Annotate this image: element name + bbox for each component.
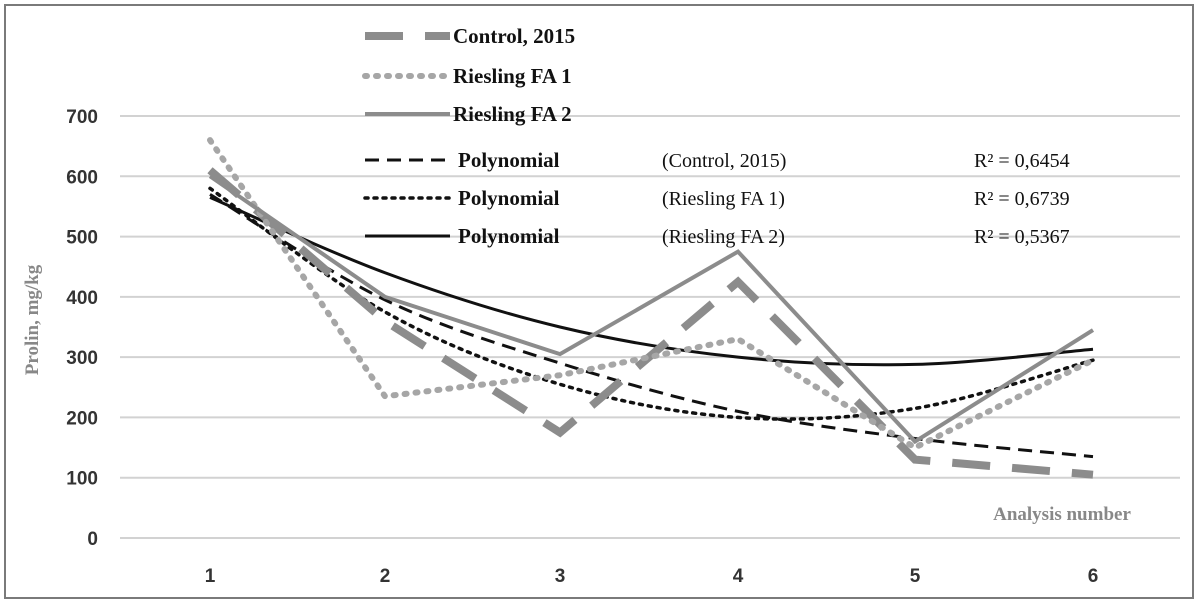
y-tick-label: 300	[66, 348, 98, 369]
legend-label: Polynomial	[458, 148, 560, 172]
r-squared-label: R² = 0,5367	[974, 226, 1070, 248]
trendline-layer	[208, 186, 1095, 459]
legend-label: Riesling FA 1	[453, 64, 572, 88]
y-tick-label: 200	[66, 408, 98, 429]
legend-series-ref: (Control, 2015)	[662, 150, 786, 172]
legend-series-ref: (Riesling FA 1)	[662, 188, 785, 210]
y-tick-label: 600	[66, 167, 98, 188]
x-tick-label: 4	[733, 566, 744, 587]
x-axis-title: Analysis number	[993, 504, 1131, 525]
grid-lines	[120, 115, 1180, 539]
chart-frame	[4, 4, 1194, 599]
r-squared-label: R² = 0,6454	[974, 150, 1070, 172]
y-tick-label: 700	[66, 107, 98, 128]
legend: Control, 2015 Riesling FA 1 Riesling FA 2 P…	[362, 24, 1070, 248]
x-tick-label: 2	[380, 566, 391, 587]
x-tick-label: 6	[1088, 566, 1099, 587]
x-tick-label: 5	[910, 566, 921, 587]
trendline	[208, 186, 1095, 421]
trendline	[209, 193, 1094, 459]
r-squared-label: R² = 0,6739	[974, 188, 1070, 210]
x-tick-labels: 1 2 3 4 5 6	[205, 566, 1099, 587]
legend-series-ref: (Riesling FA 2)	[662, 226, 785, 248]
legend-label: Control, 2015	[453, 24, 575, 48]
x-tick-label: 1	[205, 566, 216, 587]
trendline	[209, 196, 1094, 367]
y-tick-label: 100	[66, 469, 98, 490]
series-line	[207, 167, 1094, 479]
y-tick-label: 0	[87, 529, 98, 550]
legend-label: Polynomial	[458, 224, 560, 248]
x-tick-label: 3	[555, 566, 566, 587]
legend-label: Riesling FA 2	[453, 102, 572, 126]
y-axis-title: Prolin, mg/kg	[22, 264, 43, 375]
series-line	[207, 137, 1096, 451]
series-layer	[207, 137, 1096, 479]
y-tick-label: 400	[66, 288, 98, 309]
series-line	[208, 174, 1095, 445]
y-tick-label: 500	[66, 228, 98, 249]
y-tick-labels: 0 100 200 300 400 500 600 700	[66, 107, 98, 550]
legend-label: Polynomial	[458, 186, 560, 210]
